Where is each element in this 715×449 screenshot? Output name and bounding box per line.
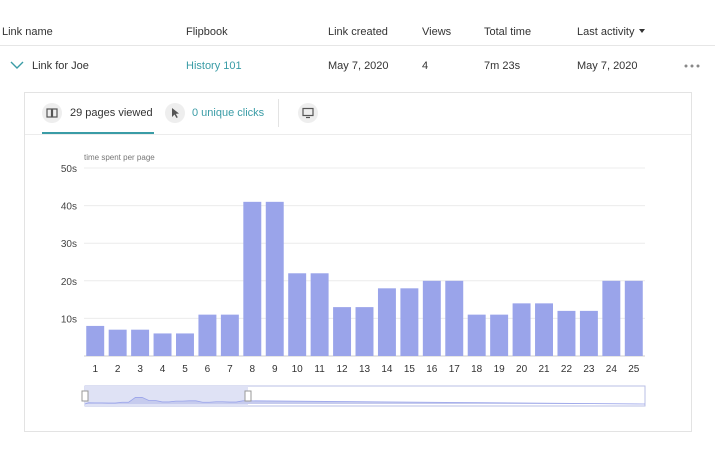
x-tick-label: 2 [115,364,121,375]
tab-unique-clicks[interactable]: 0 unique clicks [165,93,270,134]
tab-unique-clicks-label: 0 unique clicks [192,107,265,119]
x-tick-label: 17 [449,364,461,375]
x-tick-label: 14 [381,364,393,375]
x-tick-label: 3 [137,364,143,375]
x-tick-label: 25 [628,364,640,375]
y-tick-label: 40s [61,202,77,213]
x-tick-label: 22 [561,364,573,375]
navigator-series [84,397,646,405]
x-tick-label: 12 [336,364,348,375]
chart-bar [265,201,284,356]
tab-divider [278,99,279,127]
chart-bar [377,288,396,356]
col-link-created[interactable]: Link created [328,26,388,38]
table-header: Link name Flipbook Link created Views To… [0,0,715,46]
x-tick-label: 1 [92,364,98,375]
analytics-panel: 29 pages viewed 0 unique clicks [24,92,692,432]
col-last-activity[interactable]: Last activity [577,26,646,38]
cursor-icon [165,103,185,123]
link-created-cell: May 7, 2020 [328,60,389,72]
x-tick-label: 18 [471,364,483,375]
tab-pages-viewed-label: 29 pages viewed [70,107,153,119]
col-flipbook[interactable]: Flipbook [186,26,228,38]
y-tick-label: 50s [61,164,77,175]
x-tick-label: 13 [359,364,371,375]
last-activity-cell: May 7, 2020 [577,60,638,72]
chart-bar [310,273,329,356]
x-tick-label: 8 [250,364,256,375]
chart-bar [86,325,105,356]
chart-bar [176,333,194,356]
chart-bar [333,307,352,356]
chart-bar [422,280,441,356]
sort-desc-icon[interactable] [639,29,646,34]
chart-bar [602,280,621,356]
col-total-time[interactable]: Total time [484,26,532,38]
active-tab-indicator [42,132,154,134]
chart-bar [220,314,239,356]
chart-bar [108,329,127,356]
navigator-handle-right [244,390,252,402]
chart-bar [243,201,262,356]
link-name-cell: Link for Joe [32,60,89,72]
x-tick-label: 20 [516,364,528,375]
chart-bar [624,280,643,356]
chart-bar [557,310,576,356]
chart-bar [198,314,217,356]
chart-title: time spent per page [84,153,155,162]
col-views[interactable]: Views [422,26,452,38]
chart-bar [153,333,172,356]
navigator-handle-left [81,390,89,402]
chart-bars [86,201,643,356]
tab-screen[interactable] [298,93,320,134]
pages-icon [42,103,62,123]
table-row[interactable]: Link for Joe History 101 May 7, 2020 4 7… [0,46,715,90]
x-tick-label: 7 [227,364,233,375]
range-navigator[interactable] [81,385,646,407]
chart-bar [288,273,307,356]
x-tick-label: 19 [494,364,506,375]
analytics-tabs: 29 pages viewed 0 unique clicks [25,93,691,135]
chevron-down-icon[interactable] [10,60,24,70]
col-last-activity-label: Last activity [577,26,635,38]
flipbook-link[interactable]: History 101 [186,60,242,72]
x-tick-label: 23 [583,364,595,375]
views-cell: 4 [422,60,429,72]
x-tick-label: 4 [160,364,166,375]
tab-pages-viewed[interactable]: 29 pages viewed [42,93,154,134]
x-tick-label: 11 [314,364,325,375]
chart-bar [445,280,464,356]
chart-bar [535,303,553,356]
y-tick-label: 30s [61,239,77,250]
x-tick-label: 24 [606,364,618,375]
chart-bar [512,303,531,356]
total-time-cell: 7m 23s [484,60,521,72]
navigator-selection [85,386,248,406]
monitor-icon [298,103,318,123]
x-axis-labels: 1 2 3 4 5 6 7 8 9 10 11 12 13 14 15 16 17 18 19 20 21 22 23 24 2… [92,364,639,375]
more-horizontal-icon[interactable] [684,64,700,68]
x-tick-label: 5 [182,364,188,375]
col-link-name[interactable]: Link name [2,26,53,38]
chart-bar [131,329,150,356]
chart-bar [400,288,419,356]
y-axis-labels: 10s 20s 30s 40s 50s [61,164,77,325]
x-tick-label: 6 [205,364,211,375]
x-tick-label: 15 [404,364,416,375]
y-tick-label: 10s [61,314,77,325]
chart-bar [355,307,374,356]
x-tick-label: 10 [292,364,304,375]
chart-bar [490,314,509,356]
chart-bar [467,314,486,356]
x-tick-label: 21 [538,364,550,375]
y-tick-label: 20s [61,277,77,288]
x-tick-label: 16 [426,364,438,375]
chart-bar [579,310,598,356]
x-tick-label: 9 [272,364,278,375]
